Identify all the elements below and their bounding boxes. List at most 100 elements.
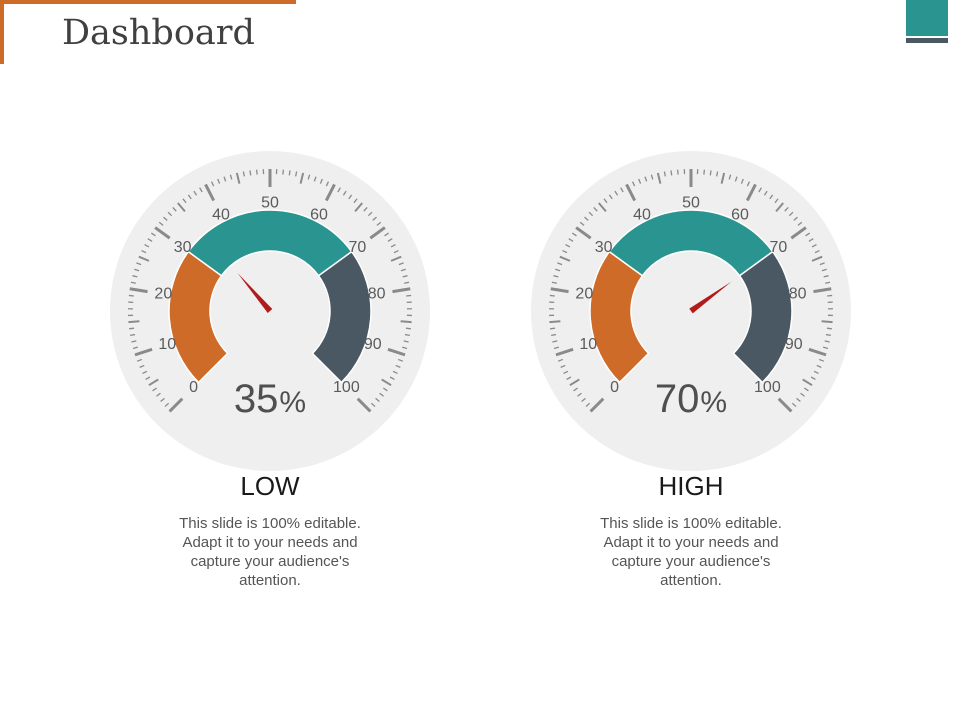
dial-tick: [392, 370, 398, 375]
dial-tick: [644, 176, 648, 182]
dial-tick: [775, 202, 784, 213]
dial-tick: [356, 397, 372, 413]
dial-tick: [821, 320, 833, 324]
dial-tick: [614, 190, 619, 196]
dial-tick: [372, 216, 377, 221]
dial-tick: [193, 190, 198, 196]
scale-label: 70: [348, 239, 366, 256]
dial-tick: [139, 364, 145, 368]
dial-tick: [573, 387, 579, 392]
scale-label: 70: [769, 239, 787, 256]
dial-tick: [551, 333, 557, 337]
dial-tick: [187, 194, 192, 200]
scale-label: 10: [579, 336, 597, 353]
dial-tick: [758, 187, 762, 193]
dial-tick: [813, 287, 832, 294]
dial-tick: [382, 387, 388, 392]
dial-tick: [566, 376, 572, 380]
dial-tick: [826, 327, 832, 330]
dial-tick: [129, 327, 135, 330]
dial-tick: [551, 281, 557, 284]
band-mid: [608, 209, 774, 277]
dial-tick: [810, 376, 816, 380]
gauge-value: 35%: [234, 377, 306, 421]
dial-tick: [589, 397, 605, 413]
dial-tick: [138, 255, 150, 262]
dial-tick: [136, 262, 142, 266]
gauge-value-unit: %: [279, 386, 306, 419]
dial-tick: [158, 221, 164, 226]
dial-tick: [608, 194, 613, 200]
dial-tick: [788, 211, 794, 217]
scale-label: 50: [682, 195, 700, 212]
dial-tick: [134, 347, 153, 357]
dial-tick: [384, 232, 390, 237]
dial-tick: [405, 327, 411, 330]
dial-tick: [571, 232, 577, 237]
gauge-value-number: 70: [655, 377, 700, 421]
gauge-high: 0 10 20 30 40 50 60 70 80 90 100 70%: [530, 150, 852, 472]
scale-label: 30: [595, 239, 613, 256]
dial-tick: [825, 281, 831, 284]
dial-tick: [387, 238, 393, 242]
scale-label: 0: [610, 379, 619, 396]
dial-tick: [720, 172, 726, 184]
scale-label: 60: [731, 206, 749, 223]
dial-tick: [145, 376, 151, 380]
dial-tick: [811, 255, 823, 262]
dial-tick: [369, 226, 386, 240]
gauge-needle: [689, 281, 732, 314]
dial-tick: [663, 171, 666, 177]
dial-tick: [295, 171, 298, 177]
dial-tick: [242, 171, 245, 177]
dial-tick: [150, 232, 156, 237]
dial-tick: [131, 340, 137, 343]
dial-tick: [367, 211, 373, 217]
dial-tick: [824, 340, 830, 343]
dial-tick: [288, 170, 291, 176]
dial-tick: [376, 221, 382, 226]
dial-tick: [823, 275, 829, 278]
dial-tick: [550, 327, 556, 330]
dial-tick: [163, 216, 168, 221]
dial-tick: [354, 202, 363, 213]
dial-tick: [397, 358, 404, 362]
dial-tick: [400, 320, 412, 324]
dial-tick: [797, 221, 803, 226]
dial-tick: [142, 370, 148, 375]
dial-tick: [734, 176, 738, 182]
dial-tick: [827, 294, 833, 297]
dial-tick: [568, 238, 574, 242]
dial-tick: [746, 181, 751, 187]
dial-tick: [631, 181, 636, 187]
dial-tick: [728, 174, 732, 180]
dial-tick: [549, 320, 561, 324]
gauge-needle: [237, 272, 273, 313]
gauge-value-unit: %: [700, 386, 727, 419]
scale-label: 30: [174, 239, 192, 256]
dial-tick: [235, 172, 241, 184]
dial-tick: [819, 262, 825, 266]
gauge-low: 0 10 20 30 40 50 60 70 80 90 100 35%: [109, 150, 431, 472]
band-mid: [187, 209, 353, 277]
dial-tick: [164, 402, 170, 408]
scale-label: 40: [212, 206, 230, 223]
dial-tick: [324, 183, 336, 202]
dial-tick: [745, 183, 757, 202]
dial-tick: [562, 249, 568, 254]
dial-tick: [790, 226, 807, 240]
dial-tick: [603, 198, 608, 204]
dial-tick: [816, 364, 822, 368]
dial-tick: [204, 183, 216, 202]
dial-tick: [325, 181, 330, 187]
dial-tick: [128, 294, 134, 297]
gauge-description-high: This slide is 100% editable. Adapt it to…: [600, 515, 782, 589]
dial-tick: [160, 397, 165, 403]
dial-tick: [147, 238, 153, 242]
scale-label: 60: [310, 206, 328, 223]
dial-tick: [168, 397, 184, 413]
dial-tick: [638, 178, 642, 184]
dial-tick: [393, 249, 399, 254]
dial-tick: [136, 358, 143, 362]
dial-tick: [370, 402, 376, 408]
